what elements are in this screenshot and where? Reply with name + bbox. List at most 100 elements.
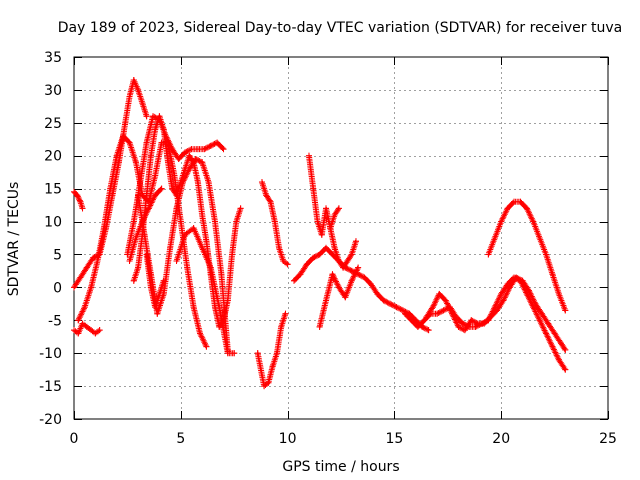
data-point	[164, 159, 171, 166]
data-point	[374, 290, 381, 297]
data-point	[92, 330, 99, 337]
data-point	[342, 294, 349, 301]
data-point	[135, 192, 142, 199]
data-point	[361, 274, 368, 281]
data-point	[461, 327, 468, 334]
series-arc-19	[485, 198, 569, 314]
data-point	[348, 251, 355, 258]
data-point	[169, 146, 176, 153]
data-point	[355, 264, 362, 271]
data-point	[331, 211, 338, 218]
data-point	[184, 264, 191, 271]
data-point	[297, 271, 304, 278]
data-point	[175, 156, 182, 163]
data-point	[291, 277, 298, 284]
data-point	[562, 346, 569, 353]
data-point	[147, 284, 154, 291]
data-point	[132, 235, 139, 241]
data-point	[135, 86, 142, 93]
data-point	[216, 323, 223, 330]
data-point	[169, 185, 176, 192]
data-point	[88, 327, 95, 334]
y-axis-label: SDTVAR / TECUs	[6, 182, 22, 297]
plot-frame	[73, 56, 609, 420]
series-arc-18	[423, 274, 569, 353]
data-point	[135, 264, 142, 271]
data-point	[137, 179, 144, 186]
data-point	[194, 179, 201, 186]
data-point	[310, 185, 317, 192]
data-point	[177, 218, 184, 225]
data-point	[282, 310, 289, 317]
y-tick-label: 0	[53, 280, 62, 296]
data-point	[83, 264, 90, 271]
data-point	[126, 93, 133, 100]
data-point	[323, 297, 330, 304]
data-point	[536, 235, 543, 241]
x-tick-label: 10	[279, 431, 297, 447]
data-point	[323, 244, 330, 251]
data-point	[199, 211, 206, 218]
data-point	[145, 205, 152, 212]
data-point	[513, 274, 520, 281]
series-arc-16	[327, 225, 359, 271]
series-arc-2	[71, 320, 103, 337]
data-point	[525, 287, 532, 294]
data-point	[83, 323, 90, 330]
data-point	[498, 218, 505, 225]
data-point	[335, 284, 342, 291]
data-point	[182, 231, 189, 238]
series-arc-4	[75, 132, 210, 350]
data-point	[549, 271, 556, 278]
data-point	[367, 281, 374, 288]
data-point	[261, 383, 268, 390]
data-point	[340, 264, 347, 271]
data-point	[107, 185, 114, 192]
data-point	[186, 152, 193, 159]
data-point	[555, 290, 562, 297]
data-point	[543, 251, 550, 258]
data-point	[393, 304, 400, 311]
data-point	[310, 254, 317, 261]
data-point	[132, 159, 139, 166]
data-point	[423, 313, 430, 320]
data-point	[194, 146, 201, 153]
data-point	[493, 307, 500, 314]
data-point	[152, 126, 159, 133]
data-point	[455, 323, 462, 330]
data-point	[421, 317, 428, 324]
data-point	[158, 185, 165, 192]
data-point	[190, 225, 197, 232]
data-point	[152, 304, 159, 311]
data-point	[267, 198, 274, 205]
data-point	[487, 313, 494, 320]
data-point	[323, 205, 330, 212]
data-point	[77, 198, 84, 205]
data-point	[199, 159, 206, 166]
data-point	[152, 192, 159, 199]
data-point	[188, 146, 195, 153]
data-point	[173, 205, 180, 212]
data-point	[77, 274, 84, 281]
y-tick-label: 35	[44, 50, 62, 66]
data-point	[120, 132, 127, 139]
y-tick-label: 15	[44, 182, 62, 198]
data-point	[147, 152, 154, 159]
data-point	[314, 218, 321, 225]
y-tick-label: -20	[39, 412, 62, 428]
data-point	[214, 139, 221, 146]
data-point	[203, 343, 210, 350]
data-point	[425, 327, 432, 334]
data-point	[399, 307, 406, 314]
data-point	[468, 317, 475, 324]
data-point	[380, 297, 387, 304]
data-point	[158, 139, 165, 146]
data-point	[442, 297, 449, 304]
data-point	[205, 179, 212, 186]
data-point	[220, 146, 227, 153]
data-point	[408, 317, 415, 324]
data-point	[143, 139, 150, 146]
data-point	[555, 356, 562, 363]
